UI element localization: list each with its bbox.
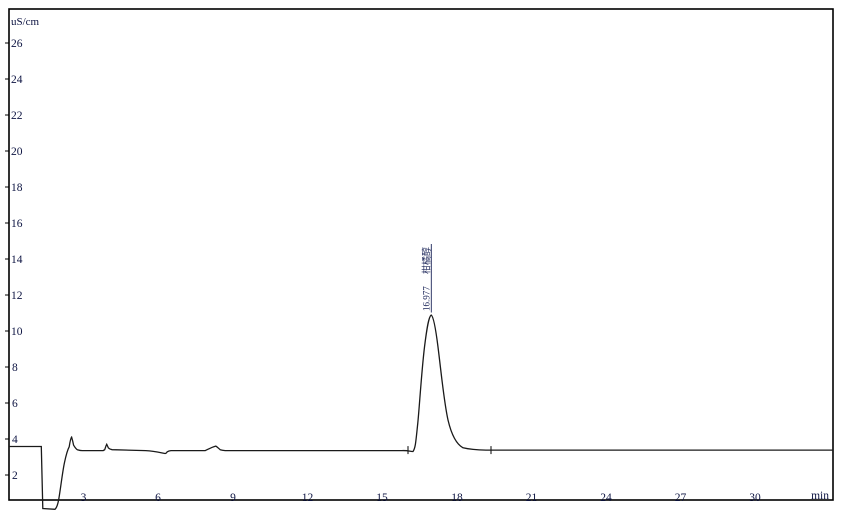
- svg-text:20: 20: [11, 146, 23, 158]
- svg-text:12: 12: [302, 492, 314, 504]
- svg-text:15: 15: [376, 492, 388, 504]
- svg-text:22: 22: [11, 110, 23, 122]
- svg-text:26: 26: [11, 38, 23, 50]
- svg-text:3: 3: [81, 492, 87, 504]
- svg-text:min: min: [811, 490, 829, 502]
- svg-text:6: 6: [155, 492, 161, 504]
- svg-text:2: 2: [12, 470, 18, 482]
- svg-text:8: 8: [12, 362, 18, 374]
- svg-text:10: 10: [11, 326, 23, 338]
- svg-text:24: 24: [11, 74, 23, 86]
- svg-text:6: 6: [12, 398, 18, 410]
- svg-text:30: 30: [749, 492, 761, 504]
- svg-text:18: 18: [11, 182, 23, 194]
- svg-text:16: 16: [11, 218, 23, 230]
- svg-text:24: 24: [600, 492, 612, 504]
- svg-text:27: 27: [675, 492, 687, 504]
- svg-text:21: 21: [526, 492, 538, 504]
- svg-text:18: 18: [451, 492, 463, 504]
- svg-text:uS/cm: uS/cm: [11, 16, 40, 28]
- svg-text:9: 9: [230, 492, 236, 504]
- svg-text:16.977: 16.977: [422, 286, 432, 311]
- svg-text:14: 14: [11, 254, 23, 266]
- svg-text:12: 12: [11, 290, 23, 302]
- svg-text:柑橘醇: 柑橘醇: [421, 247, 432, 274]
- svg-text:4: 4: [12, 434, 18, 446]
